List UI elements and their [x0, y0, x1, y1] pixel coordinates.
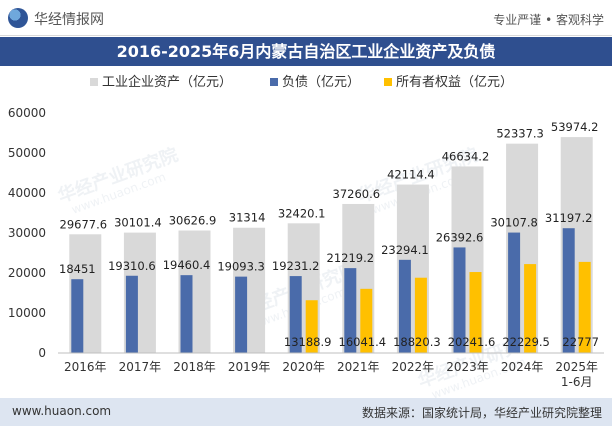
x-tick-label: 2021年: [337, 360, 380, 374]
x-tick-label: 2020年: [282, 360, 325, 374]
bar-liabilities: [398, 259, 411, 353]
label-assets: 31314: [229, 211, 266, 225]
top-bar: 华经情报网 专业严谨 • 客观科学: [0, 0, 612, 36]
label-assets: 37260.6: [333, 187, 381, 201]
bar-equity: [414, 277, 427, 353]
bar-equity: [524, 264, 537, 353]
legend: 工业企业资产（亿元） 负债（亿元） 所有者权益（亿元）: [90, 74, 513, 90]
bar-liabilities: [125, 275, 138, 353]
label-liabilities: 19093.3: [217, 260, 265, 274]
bar-equity: [469, 272, 482, 353]
label-liabilities: 19231.2: [272, 259, 320, 273]
x-tick-label: 2023年: [446, 360, 489, 374]
label-equity: 22229.5: [502, 335, 550, 349]
bar-liabilities: [180, 275, 193, 353]
y-tick-label: 0: [38, 346, 46, 360]
bar-liabilities: [71, 279, 84, 353]
slogan: 专业严谨 • 客观科学: [493, 13, 604, 27]
label-assets: 29677.6: [60, 217, 108, 231]
label-liabilities: 30107.8: [490, 216, 538, 230]
chart: 华经产业研究院www.huaon.com华经产业研究院www.huaon.com…: [8, 74, 604, 398]
footer-url: www.huaon.com: [12, 404, 112, 418]
bar-liabilities: [235, 276, 248, 353]
logo-text: 华经情报网: [34, 12, 104, 28]
label-liabilities: 18451: [59, 262, 96, 276]
label-assets: 42114.4: [387, 168, 435, 182]
footer: www.huaon.com 数据来源：国家统计局，华经产业研究院整理: [0, 398, 612, 426]
bar-equity: [360, 288, 373, 353]
legend-label: 负债（亿元）: [282, 75, 360, 90]
y-tick-label: 50000: [8, 146, 46, 160]
bar-liabilities: [344, 268, 357, 353]
label-equity: 22777: [562, 335, 599, 349]
label-liabilities: 23294.1: [381, 243, 429, 257]
y-tick-label: 30000: [8, 226, 46, 240]
label-liabilities: 26392.6: [436, 230, 484, 244]
y-tick-label: 60000: [8, 106, 46, 120]
x-tick-label: 2025年 1-6月: [555, 360, 598, 389]
footer-source: 数据来源：国家统计局，华经产业研究院整理: [361, 406, 602, 420]
bar-equity: [578, 261, 591, 353]
x-tick-label: 2024年: [501, 360, 544, 374]
bar-equity: [305, 300, 318, 353]
label-assets: 53974.2: [551, 120, 599, 134]
label-assets: 30101.4: [114, 216, 162, 230]
x-tick-label: 2022年: [392, 360, 435, 374]
label-equity: 20241.6: [448, 335, 496, 349]
x-tick-label: 2017年: [119, 360, 162, 374]
label-assets: 30626.9: [169, 213, 217, 227]
label-assets: 46634.2: [442, 149, 490, 163]
x-axis: 2016年 2017年 2018年 2019年 2020年 2021年 2022年 2023年…: [58, 352, 604, 389]
label-liabilities: 31197.2: [545, 211, 593, 225]
legend-label: 所有者权益（亿元）: [396, 74, 513, 90]
legend-label: 工业企业资产（亿元）: [102, 74, 232, 90]
legend-swatch: [384, 78, 392, 86]
legend-swatch: [90, 78, 98, 86]
label-equity: 18820.3: [393, 335, 441, 349]
y-tick-label: 20000: [8, 266, 46, 280]
label-equity: 16041.4: [339, 335, 387, 349]
bar-liabilities: [289, 276, 302, 353]
label-liabilities: 21219.2: [327, 251, 375, 265]
bar-liabilities: [453, 247, 466, 353]
chart-title-bar: 2016-2025年6月内蒙古自治区工业企业资产及负债: [0, 37, 612, 66]
label-liabilities: 19310.6: [108, 259, 156, 273]
y-axis: 0 10000 20000 30000 40000 50000 60000: [8, 106, 46, 360]
bars: [69, 137, 593, 353]
label-liabilities: 19460.4: [163, 258, 211, 272]
label-equity: 13188.9: [284, 335, 332, 349]
y-tick-label: 10000: [8, 306, 46, 320]
data-labels: 29677.6 18451 30101.4 19310.6 30626.9 19460.4…: [59, 120, 599, 349]
x-tick-label: 2016年: [64, 360, 107, 374]
x-tick-label: 2018年: [173, 360, 216, 374]
chart-title: 2016-2025年6月内蒙古自治区工业企业资产及负债: [116, 42, 496, 61]
bar-liabilities: [508, 232, 521, 353]
legend-swatch: [270, 78, 278, 86]
y-tick-label: 40000: [8, 186, 46, 200]
x-tick-label: 2019年: [228, 360, 271, 374]
label-assets: 52337.3: [496, 127, 544, 141]
logo-icon: [8, 8, 28, 28]
bar-liabilities: [562, 228, 575, 353]
label-assets: 32420.1: [278, 206, 326, 220]
